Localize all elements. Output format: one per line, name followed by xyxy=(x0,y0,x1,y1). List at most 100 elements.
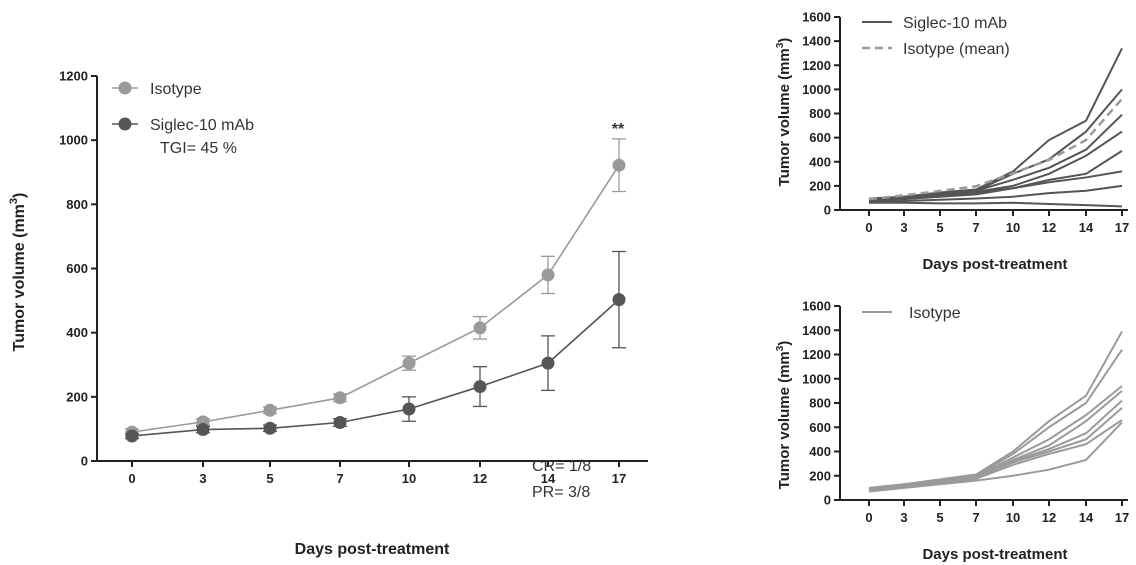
br-individual-line xyxy=(869,386,1122,489)
top-right-legend-item-isotype-mean: Isotype (mean) xyxy=(862,41,1010,58)
main-data-point xyxy=(197,423,210,436)
top-right-series-lines xyxy=(869,48,1122,206)
tr-y-tick-label: 800 xyxy=(809,106,831,121)
main-data-point xyxy=(542,357,555,370)
main-y-tick-label: 1000 xyxy=(59,133,88,148)
main-y-tick-label: 200 xyxy=(66,389,88,404)
tr-x-tick-label: 17 xyxy=(1115,220,1129,235)
main-data-point xyxy=(542,268,555,281)
br-individual-line xyxy=(869,422,1122,491)
main-legend-item-isotype: Isotype xyxy=(112,81,202,98)
br-y-tick-label: 1200 xyxy=(802,347,831,362)
main-x-tick-label: 10 xyxy=(402,471,416,486)
br-individual-line xyxy=(869,420,1122,491)
br-y-tick-label: 0 xyxy=(824,493,831,508)
br-y-tick-label: 1600 xyxy=(802,299,831,314)
br-y-tick-label: 1000 xyxy=(802,371,831,386)
main-series-lines xyxy=(132,165,619,436)
tr-y-tick-label: 1600 xyxy=(802,10,831,25)
main-x-tick-label: 0 xyxy=(128,471,135,486)
br-x-tick-label: 12 xyxy=(1042,510,1056,525)
top-right-legend: Siglec-10 mAb Isotype (mean) xyxy=(862,15,1010,58)
tr-individual-line xyxy=(869,203,1122,207)
main-series-points xyxy=(126,159,626,443)
br-y-tick-label: 200 xyxy=(809,468,831,483)
main-y-tick-label: 600 xyxy=(66,261,88,276)
top-right-legend-label-siglec: Siglec-10 mAb xyxy=(903,15,1007,32)
main-legend-item-siglec: Siglec-10 mAb xyxy=(112,117,254,134)
pr-annotation: PR= 3/8 xyxy=(532,484,590,501)
tr-y-tick-label: 600 xyxy=(809,130,831,145)
br-y-tick-label: 600 xyxy=(809,420,831,435)
tr-x-tick-label: 0 xyxy=(865,220,872,235)
main-data-point xyxy=(334,416,347,429)
main-data-point xyxy=(403,357,416,370)
top-right-chart: 0 200 400 600 800 1000 1200 1400 1600 0 3 5 7 10 12 14 1… xyxy=(775,10,1129,274)
top-right-legend-label-isotype-mean: Isotype (mean) xyxy=(903,41,1010,58)
br-y-tick-label: 400 xyxy=(809,444,831,459)
tr-individual-line xyxy=(869,89,1122,199)
significance-marker: ** xyxy=(612,121,625,138)
br-x-tick-label: 0 xyxy=(865,510,872,525)
main-data-point xyxy=(126,429,139,442)
main-x-axis-label: Days post-treatment xyxy=(295,541,450,558)
main-series-line-0 xyxy=(132,165,619,432)
tr-y-tick-label: 400 xyxy=(809,154,831,169)
br-x-tick-label: 14 xyxy=(1079,510,1094,525)
br-x-tick-label: 17 xyxy=(1115,510,1129,525)
main-axes xyxy=(91,76,648,467)
main-y-tick-label: 800 xyxy=(66,197,88,212)
tr-x-tick-label: 12 xyxy=(1042,220,1056,235)
main-data-point xyxy=(264,404,277,417)
tgi-annotation: TGI= 45 % xyxy=(160,140,237,157)
main-legend: Isotype Siglec-10 mAb xyxy=(112,81,254,134)
tr-x-tick-label: 10 xyxy=(1006,220,1020,235)
main-chart: 0 200 400 600 800 1000 1200 0 3 5 7 10 12 14 17 Days p… xyxy=(8,69,648,559)
tr-y-tick-label: 200 xyxy=(809,178,831,193)
br-x-tick-label: 3 xyxy=(900,510,907,525)
br-y-tick-label: 800 xyxy=(809,396,831,411)
tr-y-tick-label: 0 xyxy=(824,203,831,218)
tr-individual-line xyxy=(869,48,1122,198)
main-x-tick-label: 5 xyxy=(266,471,273,486)
main-x-tick-label: 3 xyxy=(199,471,206,486)
br-x-tick-label: 10 xyxy=(1006,510,1020,525)
bottom-right-legend-item-isotype: Isotype xyxy=(862,305,961,322)
main-x-tick-label: 12 xyxy=(473,471,487,486)
top-right-x-axis-label: Days post-treatment xyxy=(922,256,1067,273)
main-data-point xyxy=(474,380,487,393)
bottom-right-series-lines xyxy=(869,331,1122,491)
tr-y-tick-label: 1000 xyxy=(802,82,831,97)
bottom-right-legend: Isotype xyxy=(862,305,961,322)
tr-y-tick-label: 1400 xyxy=(802,34,831,49)
top-right-y-axis-label: Tumor volume (mm3) xyxy=(775,38,793,187)
tr-y-tick-label: 1200 xyxy=(802,58,831,73)
main-x-tick-label: 17 xyxy=(612,471,626,486)
bottom-right-y-axis-label: Tumor volume (mm3) xyxy=(775,341,793,490)
tr-x-tick-label: 5 xyxy=(936,220,943,235)
main-y-tick-label: 1200 xyxy=(59,69,88,84)
main-data-point xyxy=(613,159,626,172)
main-legend-label-isotype: Isotype xyxy=(150,81,202,98)
main-data-point xyxy=(264,422,277,435)
top-right-legend-item-siglec: Siglec-10 mAb xyxy=(862,15,1007,32)
main-legend-label-siglec: Siglec-10 mAb xyxy=(150,117,254,134)
main-y-tick-label: 400 xyxy=(66,325,88,340)
main-error-bars xyxy=(125,139,626,439)
bottom-right-tick-labels: 0 200 400 600 800 1000 1200 1400 1600 0 3 5 7 10 12 14 1… xyxy=(802,299,1129,526)
cr-annotation: CR= 1/8 xyxy=(532,458,591,475)
br-x-tick-label: 7 xyxy=(972,510,979,525)
main-data-point xyxy=(334,391,347,404)
bottom-right-legend-label-isotype: Isotype xyxy=(909,305,961,322)
tr-x-tick-label: 3 xyxy=(900,220,907,235)
bottom-right-x-axis-label: Days post-treatment xyxy=(922,546,1067,563)
main-y-axis-label: Tumor volume (mm3) xyxy=(8,193,28,352)
main-data-point xyxy=(613,293,626,306)
br-x-tick-label: 5 xyxy=(936,510,943,525)
tr-x-tick-label: 7 xyxy=(972,220,979,235)
main-x-tick-label: 7 xyxy=(336,471,343,486)
main-data-point xyxy=(474,321,487,334)
main-y-tick-label: 0 xyxy=(81,454,88,469)
main-data-point xyxy=(403,403,416,416)
